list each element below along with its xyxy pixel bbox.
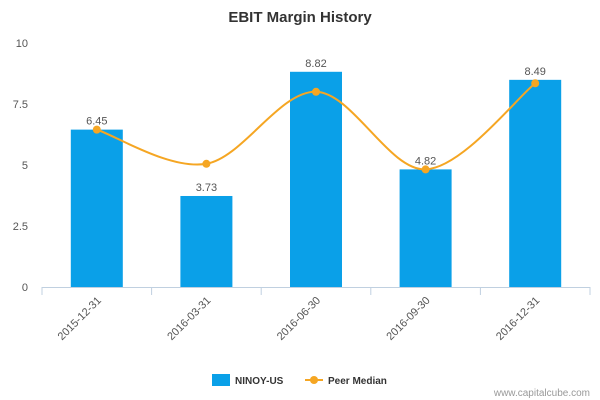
bar-2016-06-30[interactable] [290, 71, 342, 288]
bar-2016-12-31[interactable] [509, 79, 562, 288]
credit-text: www.capitalcube.com [493, 388, 590, 399]
y-tick-label: 0 [22, 282, 28, 294]
legend-marker-peer-median [310, 376, 318, 384]
bar-2016-09-30[interactable] [399, 169, 452, 287]
y-axis: 0 2.5 5 7.5 10 [13, 38, 28, 294]
peer-median-point-2016-12-31[interactable] [531, 79, 540, 88]
x-tick-label: 2016-12-31 [494, 295, 542, 343]
bar-value-label: 8.49 [524, 66, 545, 78]
legend-label-ninoy-us[interactable]: NINOY-US [235, 376, 284, 387]
legend-label-peer-median[interactable]: Peer Median [328, 376, 387, 387]
data-labels: 6.45 3.73 8.82 4.82 8.49 [86, 58, 546, 194]
peer-median-point-2016-03-31[interactable] [202, 159, 211, 168]
y-tick-label: 5 [22, 160, 28, 172]
bar-series [70, 71, 562, 288]
x-axis: 2015-12-31 2016-03-31 2016-06-30 2016-09-30… [41, 287, 591, 343]
x-tick-label: 2015-12-31 [56, 295, 104, 343]
x-tick-label: 2016-06-30 [275, 295, 323, 343]
bar-2016-03-31[interactable] [180, 195, 233, 287]
bar-value-label: 8.82 [305, 58, 326, 70]
peer-median-point-2016-09-30[interactable] [421, 165, 430, 174]
bar-2015-12-31[interactable] [70, 129, 123, 287]
y-tick-label: 10 [16, 38, 28, 50]
y-tick-label: 2.5 [13, 221, 28, 233]
bar-value-label: 6.45 [86, 116, 107, 128]
bar-value-label: 3.73 [196, 182, 217, 194]
legend[interactable]: NINOY-US Peer Median [212, 374, 387, 387]
line-series [92, 79, 540, 174]
legend-swatch-ninoy-us [212, 374, 230, 386]
x-tick-label: 2016-03-31 [165, 295, 213, 343]
peer-median-point-2016-06-30[interactable] [312, 87, 320, 96]
x-tick-label: 2016-09-30 [384, 295, 432, 343]
chart-title: EBIT Margin History [228, 9, 372, 26]
bar-value-label: 4.82 [415, 155, 436, 167]
y-tick-label: 7.5 [13, 99, 28, 111]
peer-median-point-2015-12-31[interactable] [92, 125, 101, 134]
